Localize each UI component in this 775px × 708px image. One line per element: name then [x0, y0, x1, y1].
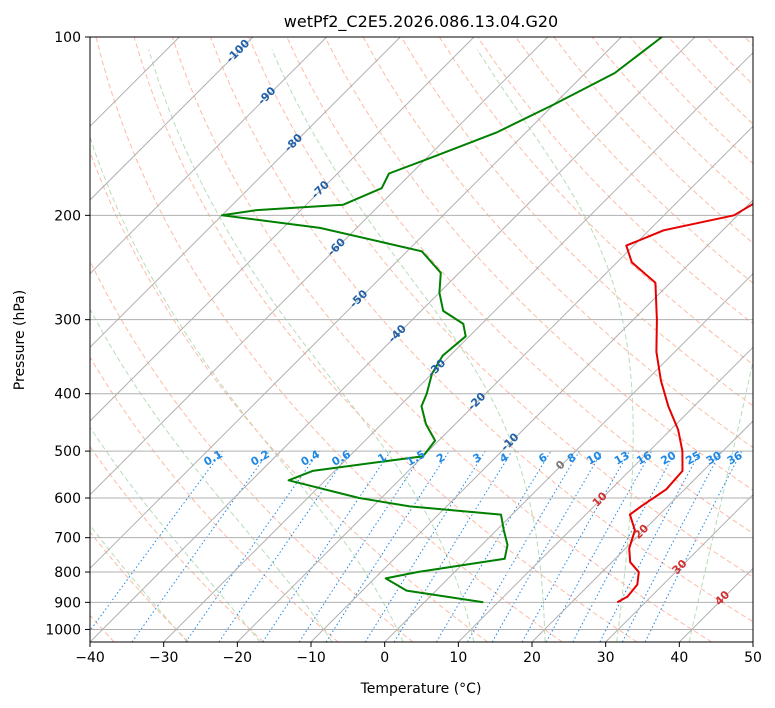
- dry-adiabat: [248, 37, 753, 578]
- y-tick-label: 500: [54, 444, 81, 460]
- x-tick-label: −30: [149, 650, 179, 666]
- x-tick-label: −10: [296, 650, 326, 666]
- dry-adiabat: [171, 37, 712, 642]
- sounding-series: [221, 37, 753, 604]
- isotherm: [90, 37, 696, 642]
- isotherm: [90, 37, 622, 570]
- x-tick-label: −40: [75, 650, 105, 666]
- isotherm: [384, 272, 753, 642]
- isotherm: [605, 493, 753, 642]
- x-tick-label: 30: [597, 650, 615, 666]
- dry-adiabat: [515, 37, 753, 284]
- mixing-ratio-line: [218, 450, 351, 642]
- y-tick-label: 100: [54, 30, 81, 46]
- mixing-ratio-line: [90, 450, 223, 632]
- mixing-ratio-line: [325, 450, 450, 642]
- plot-frame: [89, 36, 754, 643]
- x-tick-label: 0: [380, 650, 389, 666]
- dry-adiabat: [324, 37, 753, 491]
- temperature-profile-line: [616, 202, 753, 604]
- y-tick-label: 200: [54, 208, 81, 224]
- mixing-ratio-line: [545, 450, 653, 642]
- moist-adiabat: [271, 49, 546, 642]
- pressure-gridlines: [90, 37, 753, 630]
- isotherm: [457, 346, 753, 642]
- isotherm: [163, 51, 753, 642]
- x-axis-ticks: −40 −30 −20 −10 0 10 20 30 40 50: [75, 642, 762, 666]
- moist-adiabat: [688, 358, 753, 642]
- dry-adiabat: [90, 445, 264, 642]
- x-tick-label: 50: [744, 650, 762, 666]
- dry-adiabat: [90, 531, 190, 642]
- isotherm: [90, 37, 475, 422]
- moist-adiabat: [90, 308, 333, 642]
- x-tick-label: −20: [223, 650, 253, 666]
- dry-adiabat: [400, 37, 753, 407]
- isotherm: [90, 37, 549, 496]
- mixing-ratio-line: [185, 450, 320, 642]
- moist-adiabat: [90, 135, 404, 642]
- dry-adiabat: [133, 37, 638, 642]
- y-tick-label: 400: [54, 387, 81, 403]
- mixing-ratio-line: [644, 450, 743, 642]
- y-tick-label: 1000: [45, 622, 81, 638]
- dry-adiabat: [90, 356, 339, 642]
- y-tick-label: 800: [54, 565, 81, 581]
- dry-adiabat: [95, 37, 563, 642]
- y-tick-label: 700: [54, 531, 81, 547]
- isotherm: [531, 420, 753, 642]
- chart-title: wetPf2_C2E5.2026.086.13.04.G20: [284, 12, 558, 32]
- y-tick-label: 600: [54, 491, 81, 507]
- y-tick-label: 900: [54, 595, 81, 611]
- mixing-ratio-line: [298, 450, 425, 642]
- mixing-ratio-line: [262, 450, 392, 642]
- x-tick-label: 10: [449, 650, 467, 666]
- dewpoint-profile-line: [221, 37, 663, 604]
- y-axis-ticks: 100 200 300 400 500 600 700 800 900 1000: [45, 30, 90, 638]
- mixing-ratio-line: [131, 450, 270, 642]
- x-axis-title: Temperature (°C): [360, 681, 482, 697]
- isotherm: [236, 125, 753, 642]
- x-tick-label: 40: [670, 650, 688, 666]
- x-tick-label: 20: [523, 650, 541, 666]
- mixing-ratio-line: [393, 450, 513, 642]
- isotherm: [90, 37, 254, 201]
- moist-adiabat: [148, 49, 475, 642]
- y-tick-label: 300: [54, 313, 81, 329]
- mixing-ratio-line: [521, 450, 630, 642]
- isotherm: [90, 37, 328, 275]
- isotherm: [310, 199, 753, 642]
- mixing-ratio-lines: [90, 450, 743, 642]
- mixing-ratio-line: [572, 450, 677, 642]
- plot-area: 0.1 0.2 0.4 0.6 1 1.5 2 3 4 6 8 10 13 16 20 25 30 36-100-…: [90, 37, 753, 642]
- isotherm: [90, 37, 401, 349]
- dry-adiabat: [210, 37, 753, 623]
- dry-adiabat: [90, 150, 488, 642]
- isotherms: [90, 37, 753, 642]
- dry-adiabat: [438, 37, 753, 366]
- y-axis-title: Pressure (hPa): [12, 290, 28, 390]
